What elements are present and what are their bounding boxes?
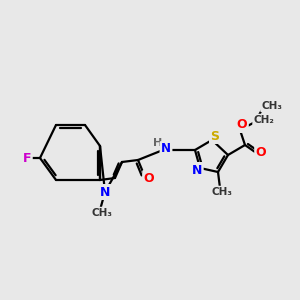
- Text: CH₃: CH₃: [92, 208, 112, 218]
- Text: N: N: [161, 142, 171, 155]
- Text: CH₃: CH₃: [212, 187, 233, 197]
- Text: CH₂: CH₂: [254, 115, 274, 125]
- Text: O: O: [144, 172, 154, 184]
- Text: F: F: [23, 152, 31, 164]
- Text: N: N: [192, 164, 202, 176]
- Text: H: H: [153, 138, 163, 148]
- Text: CH₃: CH₃: [262, 101, 283, 111]
- Text: O: O: [237, 118, 247, 131]
- Text: O: O: [256, 146, 266, 158]
- Text: S: S: [211, 130, 220, 142]
- Text: N: N: [100, 185, 110, 199]
